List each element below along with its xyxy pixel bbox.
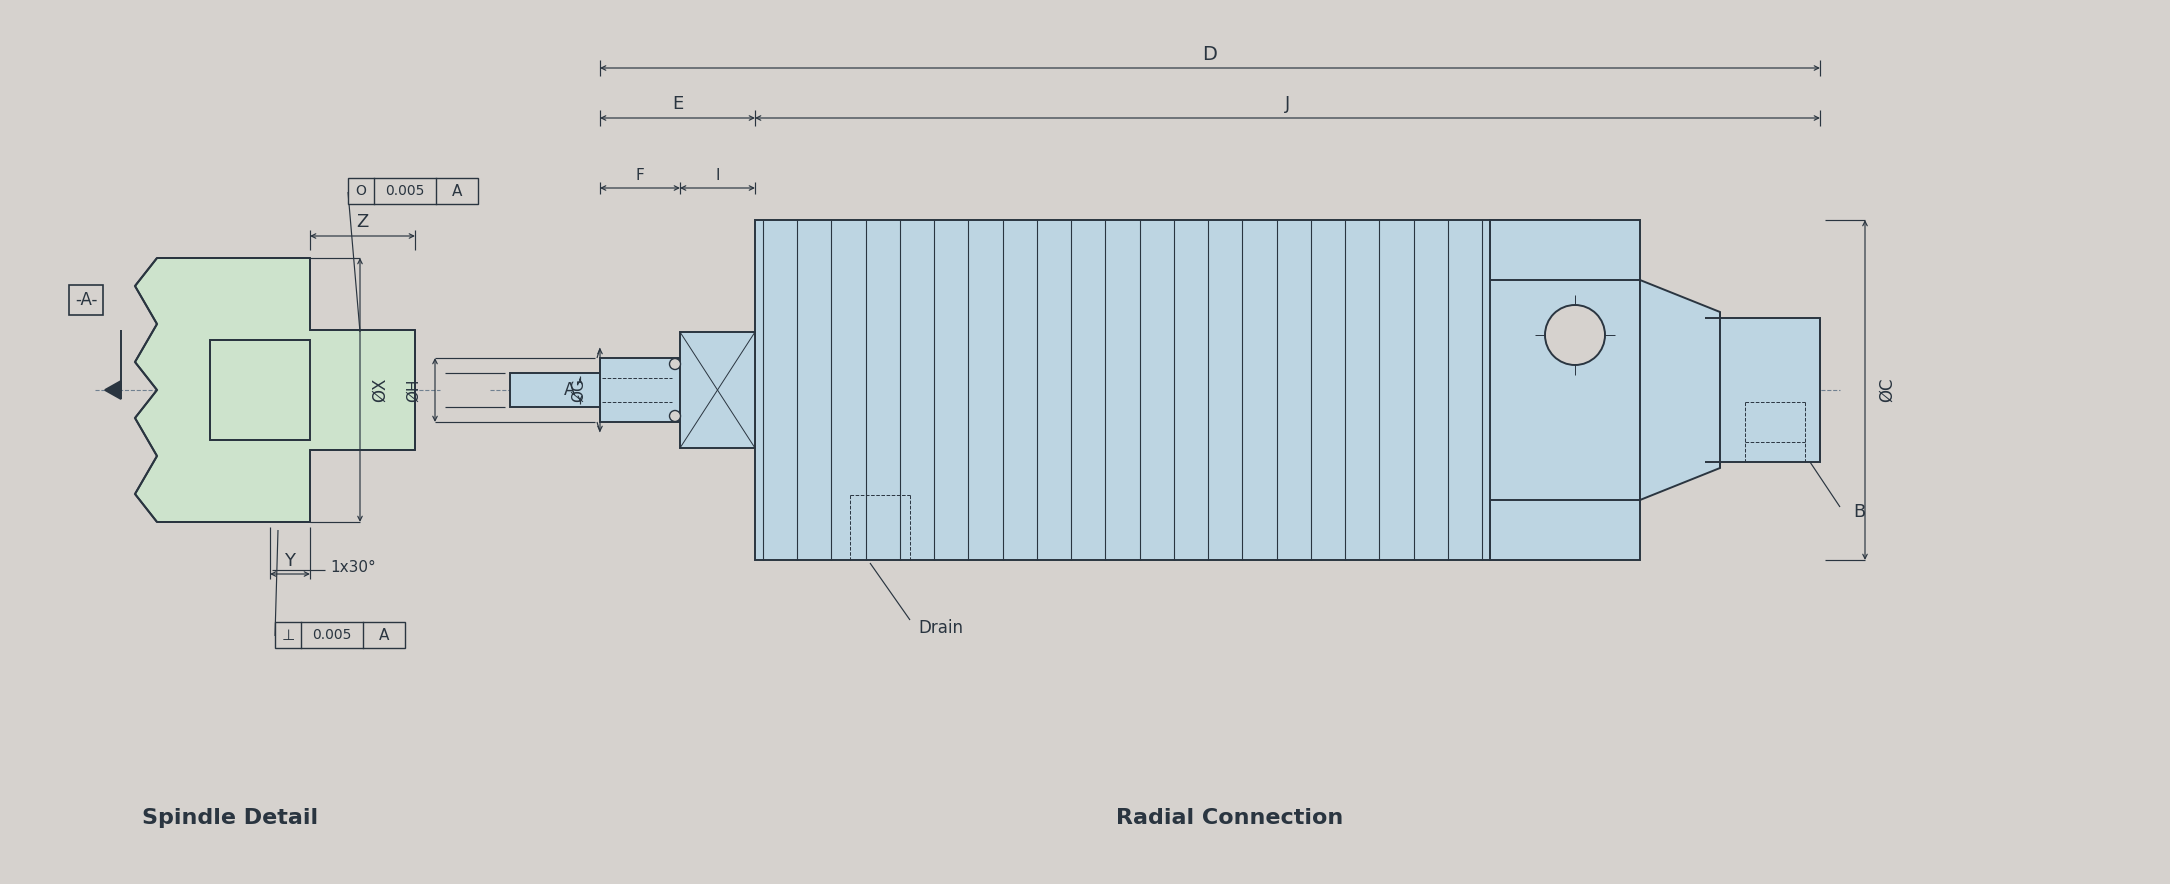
- Text: ⊥: ⊥: [282, 628, 295, 643]
- Polygon shape: [1721, 318, 1821, 462]
- Text: ØC: ØC: [1877, 377, 1897, 402]
- Text: 0.005: 0.005: [312, 628, 352, 642]
- Circle shape: [1545, 305, 1606, 365]
- Text: A: A: [564, 381, 575, 399]
- Text: 1x30°: 1x30°: [330, 560, 375, 575]
- Bar: [347, 178, 477, 204]
- Text: I: I: [716, 167, 720, 182]
- Text: ØX: ØX: [371, 377, 388, 402]
- Text: 0.005: 0.005: [386, 184, 425, 198]
- Circle shape: [671, 410, 681, 422]
- Text: B: B: [1853, 503, 1866, 521]
- Text: O: O: [356, 184, 367, 198]
- Text: F: F: [636, 167, 644, 182]
- Polygon shape: [104, 381, 122, 399]
- Polygon shape: [210, 340, 310, 440]
- Polygon shape: [510, 373, 679, 407]
- Bar: [276, 622, 406, 648]
- Text: A: A: [380, 628, 388, 643]
- Text: ØG: ØG: [571, 378, 586, 402]
- Text: Y: Y: [284, 552, 295, 570]
- Polygon shape: [1641, 280, 1721, 500]
- Polygon shape: [679, 332, 755, 448]
- Text: J: J: [1285, 95, 1291, 113]
- Text: E: E: [673, 95, 684, 113]
- Polygon shape: [755, 220, 1591, 560]
- Text: Drain: Drain: [918, 619, 963, 637]
- Text: ØH: ØH: [406, 378, 421, 401]
- Text: A: A: [451, 184, 462, 199]
- Circle shape: [671, 359, 681, 370]
- Text: -A-: -A-: [74, 291, 98, 309]
- Text: Z: Z: [356, 213, 369, 231]
- Text: Spindle Detail: Spindle Detail: [141, 808, 319, 828]
- Polygon shape: [599, 358, 679, 422]
- Text: Radial Connection: Radial Connection: [1115, 808, 1343, 828]
- Polygon shape: [1491, 220, 1641, 560]
- Polygon shape: [135, 258, 414, 522]
- Text: D: D: [1202, 44, 1217, 64]
